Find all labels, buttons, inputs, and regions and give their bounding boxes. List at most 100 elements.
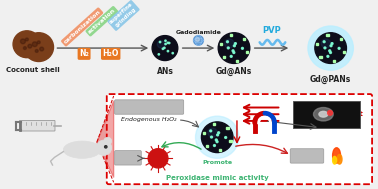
Circle shape <box>327 55 329 57</box>
Circle shape <box>194 36 203 45</box>
Circle shape <box>330 52 332 53</box>
Text: CDT: CDT <box>120 155 136 161</box>
Circle shape <box>233 52 235 53</box>
Circle shape <box>324 47 326 49</box>
Circle shape <box>164 47 165 49</box>
Circle shape <box>242 47 243 49</box>
Circle shape <box>330 45 332 47</box>
Circle shape <box>232 50 234 52</box>
Circle shape <box>25 38 28 41</box>
Bar <box>219 149 222 151</box>
Text: Coconut shell: Coconut shell <box>6 67 60 73</box>
Ellipse shape <box>319 111 328 117</box>
Circle shape <box>214 145 215 146</box>
Circle shape <box>315 33 347 64</box>
Circle shape <box>211 136 212 138</box>
Bar <box>246 51 248 53</box>
Circle shape <box>230 55 232 57</box>
Circle shape <box>308 26 353 70</box>
Bar <box>236 60 238 62</box>
Bar <box>243 38 245 40</box>
Text: Gd@PANs: Gd@PANs <box>310 75 351 84</box>
Circle shape <box>216 141 218 143</box>
Text: superfine
grinding: superfine grinding <box>109 2 138 29</box>
Circle shape <box>40 47 43 51</box>
Circle shape <box>217 134 218 136</box>
Bar <box>226 127 229 129</box>
Circle shape <box>152 36 178 60</box>
Circle shape <box>210 130 212 132</box>
Circle shape <box>157 41 165 48</box>
FancyBboxPatch shape <box>107 94 372 184</box>
Text: carbonization: carbonization <box>63 9 102 45</box>
Bar <box>213 123 215 125</box>
Circle shape <box>338 47 340 49</box>
Circle shape <box>23 47 26 50</box>
Circle shape <box>225 137 227 138</box>
Circle shape <box>195 38 200 41</box>
Circle shape <box>218 33 250 64</box>
Text: ANs: ANs <box>156 67 174 76</box>
Circle shape <box>218 132 220 134</box>
FancyBboxPatch shape <box>290 149 324 163</box>
Circle shape <box>328 111 333 115</box>
Bar <box>203 132 205 134</box>
Circle shape <box>20 39 25 44</box>
Bar <box>316 43 319 45</box>
FancyBboxPatch shape <box>293 101 360 128</box>
Circle shape <box>226 41 228 43</box>
Text: Promote: Promote <box>202 160 232 165</box>
Text: Gd@ANs: Gd@ANs <box>216 67 252 76</box>
Circle shape <box>227 47 229 49</box>
Text: Gadodiamide: Gadodiamide <box>175 30 222 35</box>
Circle shape <box>225 39 234 48</box>
Circle shape <box>195 116 239 158</box>
Circle shape <box>104 137 112 145</box>
Bar <box>206 145 208 147</box>
Ellipse shape <box>333 148 341 163</box>
Circle shape <box>160 41 161 43</box>
Bar <box>327 34 329 36</box>
Circle shape <box>13 31 41 58</box>
Circle shape <box>105 146 107 148</box>
Circle shape <box>201 122 233 153</box>
Circle shape <box>96 140 112 155</box>
FancyBboxPatch shape <box>115 100 184 114</box>
Circle shape <box>24 33 54 61</box>
Circle shape <box>32 42 37 47</box>
Ellipse shape <box>313 108 333 121</box>
Text: PVP: PVP <box>262 26 281 35</box>
Bar <box>229 140 232 142</box>
Circle shape <box>148 149 168 168</box>
Text: Tumor T1-MRI: Tumor T1-MRI <box>122 104 177 110</box>
Ellipse shape <box>337 154 342 164</box>
Circle shape <box>208 128 217 137</box>
Circle shape <box>169 42 170 44</box>
Text: N₂: N₂ <box>79 49 89 58</box>
Text: H₂O: H₂O <box>102 49 119 58</box>
Circle shape <box>165 43 166 45</box>
Circle shape <box>165 40 166 41</box>
Circle shape <box>215 139 217 141</box>
Text: NIR light: NIR light <box>328 111 363 117</box>
Bar <box>340 38 342 40</box>
Bar <box>220 43 222 45</box>
Circle shape <box>167 42 169 43</box>
Polygon shape <box>97 101 114 177</box>
Circle shape <box>167 50 169 52</box>
Circle shape <box>28 44 32 48</box>
Text: •OH: •OH <box>150 155 166 161</box>
Circle shape <box>329 50 331 52</box>
Text: Endogenous H₂O₂: Endogenous H₂O₂ <box>121 118 177 122</box>
Circle shape <box>17 35 37 54</box>
Ellipse shape <box>64 141 101 158</box>
Circle shape <box>321 39 331 48</box>
Bar <box>223 56 225 58</box>
Text: Peroxidase mimic activity: Peroxidase mimic activity <box>166 175 269 181</box>
FancyBboxPatch shape <box>115 151 141 165</box>
Circle shape <box>234 45 235 47</box>
Bar <box>343 51 345 53</box>
Circle shape <box>158 54 160 55</box>
Circle shape <box>162 48 164 50</box>
Circle shape <box>28 37 49 57</box>
